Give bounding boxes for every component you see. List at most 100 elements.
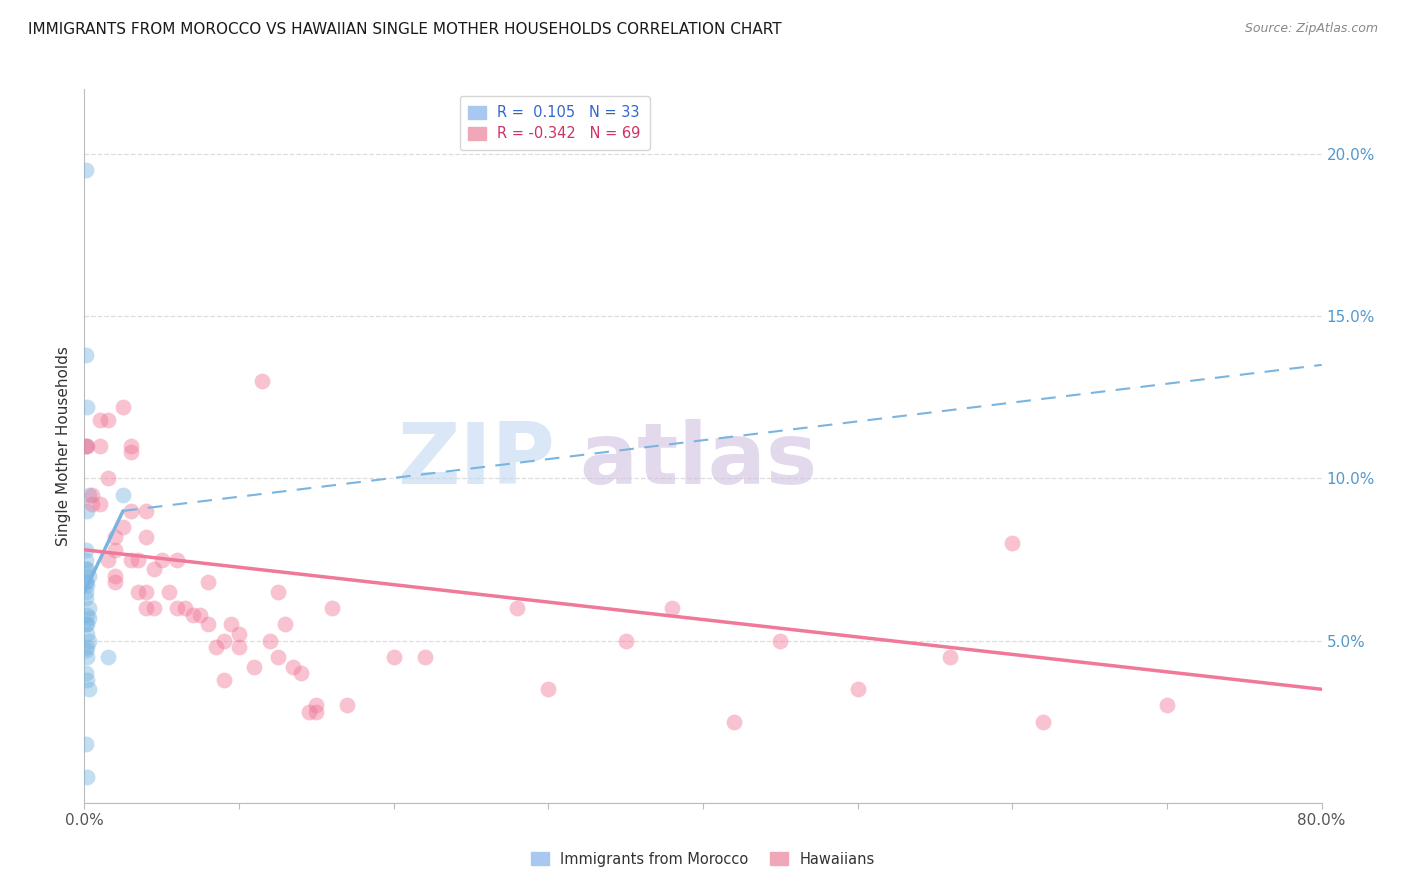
Point: [76, 439, 98, 453]
Point: [150, 552, 173, 566]
Point: [76, 673, 98, 687]
Point: [97, 413, 120, 427]
Point: [77, 568, 100, 582]
Point: [159, 585, 181, 599]
Point: [212, 673, 235, 687]
Point: [77, 488, 100, 502]
Point: [259, 633, 281, 648]
Point: [143, 601, 166, 615]
Point: [75, 738, 97, 752]
Text: IMMIGRANTS FROM MOROCCO VS HAWAIIAN SINGLE MOTHER HOUSEHOLDS CORRELATION CHART: IMMIGRANTS FROM MOROCCO VS HAWAIIAN SING…: [28, 22, 782, 37]
Point: [181, 607, 204, 622]
Point: [75, 575, 97, 590]
Point: [76, 640, 98, 654]
Point: [76, 400, 98, 414]
Point: [267, 585, 290, 599]
Point: [112, 520, 135, 534]
Point: [89, 439, 111, 453]
Point: [321, 601, 343, 615]
Legend: Immigrants from Morocco, Hawaiians: Immigrants from Morocco, Hawaiians: [524, 845, 882, 874]
Point: [228, 627, 250, 641]
Point: [336, 698, 359, 713]
Point: [75, 585, 97, 599]
Point: [75, 617, 97, 632]
Point: [188, 607, 212, 622]
Point: [75, 439, 97, 453]
Point: [166, 552, 188, 566]
Point: [413, 649, 436, 664]
Point: [97, 552, 120, 566]
Point: [76, 607, 98, 622]
Point: [506, 601, 529, 615]
Point: [75, 591, 97, 606]
Point: [1001, 536, 1024, 550]
Point: [1156, 698, 1178, 713]
Point: [537, 682, 560, 697]
Point: [76, 627, 98, 641]
Point: [77, 682, 100, 697]
Point: [228, 640, 250, 654]
Point: [75, 439, 97, 453]
Y-axis label: Single Mother Households: Single Mother Households: [56, 346, 72, 546]
Point: [298, 705, 321, 719]
Point: [614, 633, 637, 648]
Point: [75, 542, 97, 557]
Point: [75, 575, 97, 590]
Point: [221, 617, 243, 632]
Point: [76, 617, 98, 632]
Point: [104, 575, 127, 590]
Point: [382, 649, 405, 664]
Point: [76, 504, 98, 518]
Point: [120, 504, 142, 518]
Point: [89, 497, 111, 511]
Point: [197, 617, 219, 632]
Point: [112, 400, 135, 414]
Point: [135, 601, 157, 615]
Point: [212, 633, 235, 648]
Point: [305, 705, 328, 719]
Point: [120, 552, 142, 566]
Text: atlas: atlas: [579, 418, 817, 502]
Point: [197, 575, 219, 590]
Point: [77, 611, 100, 625]
Point: [205, 640, 228, 654]
Point: [143, 562, 166, 576]
Point: [135, 504, 157, 518]
Point: [75, 643, 97, 657]
Point: [267, 649, 290, 664]
Point: [135, 585, 157, 599]
Point: [939, 649, 962, 664]
Point: [76, 562, 98, 576]
Point: [1032, 714, 1054, 729]
Point: [120, 439, 142, 453]
Point: [283, 659, 305, 673]
Point: [128, 552, 150, 566]
Point: [75, 552, 97, 566]
Point: [97, 649, 120, 664]
Point: [290, 666, 312, 681]
Point: [77, 601, 100, 615]
Point: [846, 682, 869, 697]
Point: [82, 497, 104, 511]
Point: [661, 601, 683, 615]
Point: [75, 348, 97, 362]
Text: ZIP: ZIP: [396, 418, 554, 502]
Point: [104, 542, 127, 557]
Point: [274, 617, 297, 632]
Point: [104, 568, 127, 582]
Point: [77, 633, 100, 648]
Point: [76, 649, 98, 664]
Point: [76, 578, 98, 592]
Point: [75, 562, 97, 576]
Point: [76, 770, 98, 784]
Point: [97, 471, 120, 485]
Point: [723, 714, 745, 729]
Point: [112, 488, 135, 502]
Point: [769, 633, 792, 648]
Point: [128, 585, 150, 599]
Point: [75, 666, 97, 681]
Point: [166, 601, 188, 615]
Point: [89, 413, 111, 427]
Point: [104, 530, 127, 544]
Point: [243, 659, 266, 673]
